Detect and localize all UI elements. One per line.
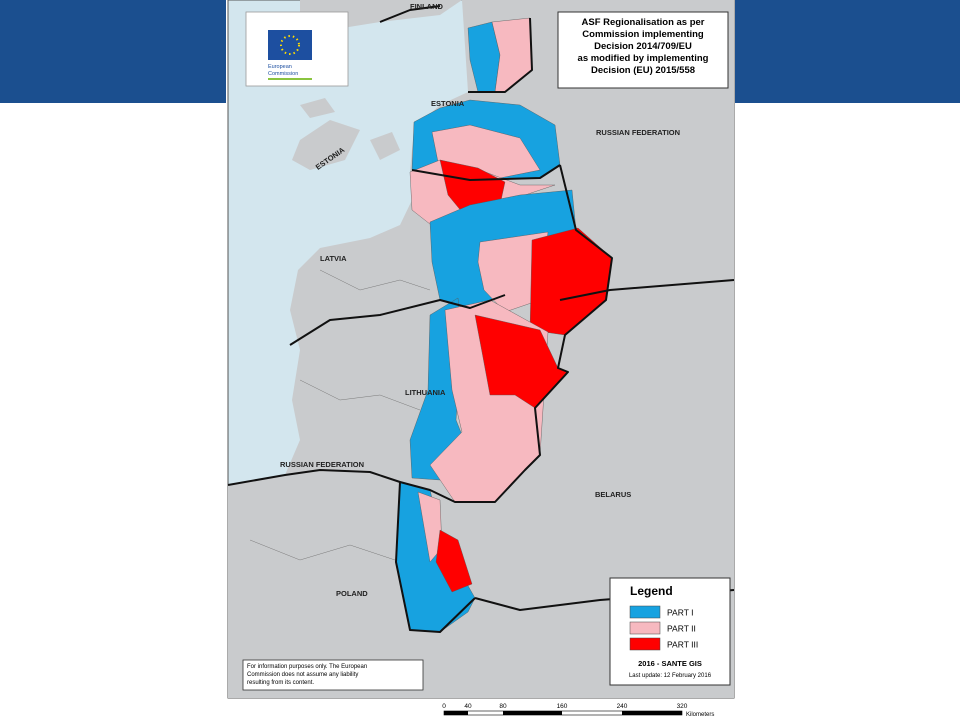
disclaimer: For information purposes only. The Europ… (247, 664, 367, 686)
border (411, 164, 561, 181)
disclaimer-box (242, 659, 424, 691)
country-label: RUSSIAN FEDERATION (280, 460, 364, 469)
disclaimer-line: Commission does not assume any liability (247, 672, 358, 678)
country-label: LATVIA (320, 254, 347, 263)
legend-label: PART II (667, 624, 696, 634)
title-box (557, 11, 729, 89)
legend-title: Legend (630, 584, 673, 598)
scale-tick-label: 40 (464, 703, 472, 710)
header-band (0, 0, 226, 103)
title-line: ASF Regionalisation as per (582, 17, 705, 28)
scale-unit: Kilometers (686, 712, 714, 718)
country-label: RUSSIAN FEDERATION (596, 128, 680, 137)
region-line (249, 539, 396, 561)
legend: PART I PART II PART III (629, 605, 698, 651)
logo: European Commission (245, 11, 349, 87)
border (379, 5, 441, 23)
scale-tick-label: 240 (617, 703, 628, 710)
eu-stars (280, 35, 300, 55)
border (559, 279, 735, 301)
country-label: POLAND (336, 589, 368, 598)
logo-text: Commission (268, 71, 298, 77)
region-line (319, 269, 431, 291)
title-line: Decision 2014/709/EU (594, 41, 692, 52)
eu-flag (268, 30, 312, 60)
legend-update: Last update: 12 February 2016 (629, 673, 712, 679)
scale-tick-label: 160 (557, 703, 568, 710)
asf-region (435, 529, 473, 593)
country-label: BELARUS (595, 490, 631, 499)
country-label: FINLAND (410, 2, 443, 11)
border (289, 294, 506, 346)
title-line: Commission implementing (582, 29, 704, 40)
legend-swatch (629, 621, 661, 635)
island (370, 132, 400, 160)
scale-segment (622, 711, 682, 715)
map: FINLAND ESTONIA ESTONIA RUSSIAN FEDERATI… (227, 0, 735, 699)
legend-label: PART III (667, 640, 698, 650)
scale-segment (444, 711, 468, 715)
scale-tick-label: 80 (499, 703, 507, 710)
island (292, 120, 360, 170)
scale-bar: 0 40 80 160 240 320 Kilometers (442, 703, 714, 718)
title-line: Decision (EU) 2015/558 (591, 65, 695, 76)
country-label: LITHUANIA (405, 388, 446, 397)
logo-rule (268, 78, 312, 80)
border (468, 17, 533, 93)
border (227, 469, 401, 486)
legend-label: PART I (667, 608, 693, 618)
country-label: ESTONIA (431, 99, 465, 108)
legend-swatch (629, 637, 661, 651)
disclaimer-line: For information purposes only. The Europ… (247, 664, 367, 670)
disclaimer-line: resulting from its content. (247, 680, 314, 686)
header-band (735, 0, 960, 103)
logo-text: European (268, 64, 292, 70)
asf-regions (395, 17, 613, 633)
island (300, 98, 335, 118)
title-line: as modified by implementing (578, 53, 709, 64)
legend-swatch (629, 605, 661, 619)
border (395, 164, 613, 633)
region-line (299, 379, 421, 411)
scale-segment (503, 711, 562, 715)
scale-tick-label: 0 (442, 703, 446, 710)
scale-tick-label: 320 (677, 703, 688, 710)
legend-source: 2016 - SANTE GIS (638, 659, 702, 668)
